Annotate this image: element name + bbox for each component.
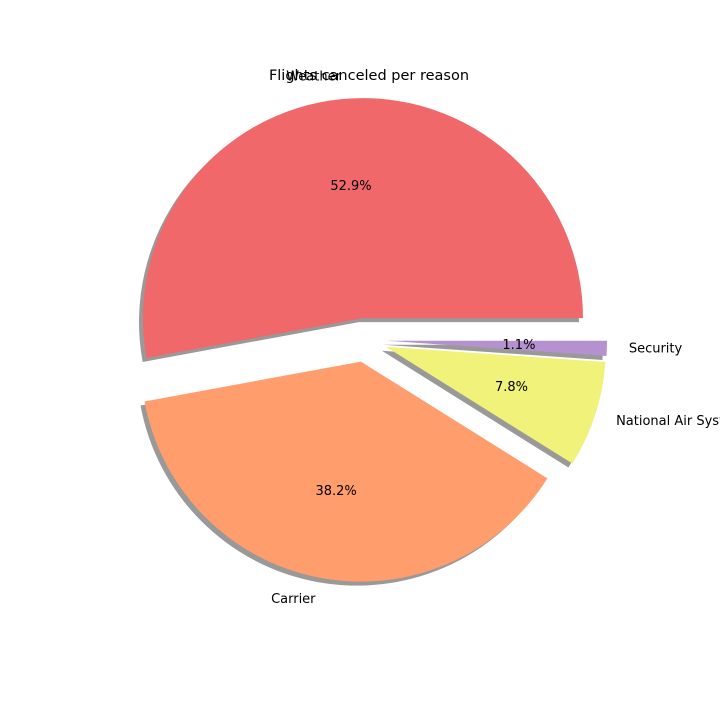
slice-percent-security: 1.1% [502,338,535,353]
slice-percent-national-air-system: 7.8% [495,380,528,395]
slice-national-air-system [385,346,606,464]
slice-weather [142,98,583,358]
slice-label-carrier: Carrier [271,592,316,607]
chart-title: Flights canceled per reason [269,68,469,84]
slice-label-security: Security [629,342,683,357]
slice-security [386,340,607,356]
slice-percent-weather: 52.9% [330,179,371,194]
label-layer: Weather 52.9% Carrier 38.2% National Air Sys… [271,70,720,607]
slice-layer [142,98,607,582]
slice-percent-carrier: 38.2% [315,484,356,499]
slice-carrier [144,361,548,582]
slice-label-weather: Weather [286,70,341,85]
slice-label-national-air-system: National Air System [616,414,720,429]
